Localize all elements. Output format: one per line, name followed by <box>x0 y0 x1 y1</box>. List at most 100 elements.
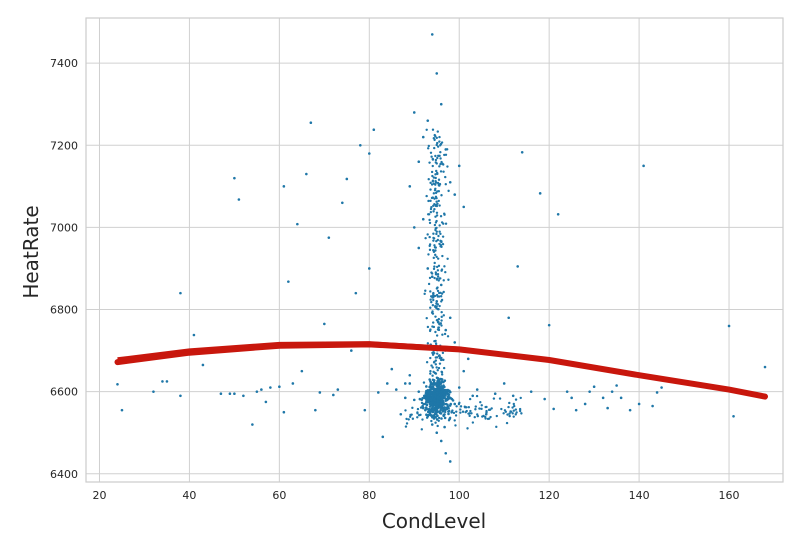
fit-curve <box>114 341 768 400</box>
data-point <box>437 366 441 370</box>
data-point <box>556 212 560 216</box>
data-point <box>432 379 436 382</box>
data-point <box>434 195 438 199</box>
data-point <box>417 246 421 250</box>
data-point <box>354 291 358 295</box>
data-point <box>327 236 331 239</box>
data-point <box>437 383 441 386</box>
data-point <box>431 157 434 161</box>
data-point <box>433 265 436 268</box>
fit-line <box>117 341 766 399</box>
data-point <box>440 221 444 224</box>
data-point <box>642 164 645 168</box>
data-point <box>445 148 449 151</box>
data-point <box>464 410 467 414</box>
data-point <box>447 419 451 422</box>
data-point <box>426 400 430 404</box>
data-point <box>592 385 596 389</box>
data-point <box>476 413 479 416</box>
data-point <box>434 135 437 138</box>
x-tick-labels: 20 40 60 80 100 120 140 160 <box>92 489 739 502</box>
data-point <box>405 417 408 421</box>
data-point <box>511 412 514 415</box>
gridlines <box>86 18 783 482</box>
data-point <box>420 428 424 431</box>
data-point <box>405 422 409 425</box>
data-point <box>435 278 439 281</box>
data-point <box>345 177 349 181</box>
data-point <box>120 408 124 412</box>
data-point <box>407 418 410 421</box>
data-point <box>433 294 437 298</box>
data-point <box>438 230 441 233</box>
data-point <box>429 295 433 298</box>
data-point <box>444 399 448 402</box>
y-axis-title: HeatRate <box>19 205 43 298</box>
data-point <box>432 370 435 374</box>
data-point <box>441 388 445 392</box>
data-point <box>437 416 441 420</box>
data-point <box>425 361 429 364</box>
data-point <box>179 394 182 398</box>
data-point <box>426 410 430 414</box>
data-point <box>201 363 205 367</box>
data-point <box>498 397 502 400</box>
data-point <box>435 334 439 337</box>
data-point <box>435 255 438 259</box>
data-point <box>427 199 430 203</box>
data-point <box>444 222 448 225</box>
data-point <box>435 214 439 217</box>
data-point <box>421 135 425 139</box>
data-point <box>416 416 419 419</box>
data-point <box>432 391 435 394</box>
data-point <box>439 283 443 287</box>
data-point <box>421 404 424 408</box>
data-point <box>435 162 438 165</box>
data-point <box>459 408 462 411</box>
data-point <box>432 361 436 364</box>
data-point <box>439 295 443 298</box>
data-point <box>438 304 441 308</box>
data-point <box>436 286 439 289</box>
data-point <box>421 217 425 221</box>
data-point <box>435 169 438 173</box>
data-point <box>433 399 437 402</box>
data-point <box>436 399 439 402</box>
data-point <box>441 333 444 336</box>
data-point <box>430 300 433 304</box>
data-point <box>435 300 439 303</box>
data-point <box>412 398 416 402</box>
data-point <box>436 407 439 410</box>
data-point <box>432 267 436 271</box>
data-point <box>419 406 423 409</box>
data-point <box>399 412 403 416</box>
data-point <box>457 386 461 389</box>
data-point <box>430 155 433 158</box>
data-point <box>436 190 439 193</box>
data-point <box>615 384 618 387</box>
data-point <box>432 232 435 235</box>
data-point <box>434 330 437 334</box>
data-point <box>452 411 456 415</box>
data-point <box>513 404 516 408</box>
data-point <box>434 363 438 366</box>
data-point <box>439 215 443 218</box>
data-point <box>260 388 263 391</box>
data-point <box>429 306 432 309</box>
data-point <box>446 335 450 338</box>
data-point <box>461 410 465 413</box>
data-point <box>440 160 443 164</box>
data-point <box>433 394 437 398</box>
data-point <box>433 276 436 280</box>
data-point <box>409 413 412 417</box>
data-point <box>428 276 432 280</box>
data-point <box>435 72 439 75</box>
data-point <box>435 226 438 230</box>
data-point <box>434 305 437 308</box>
data-point <box>430 271 433 274</box>
data-point <box>436 272 440 276</box>
data-point <box>411 406 414 410</box>
data-point <box>490 407 493 410</box>
scatter-points <box>116 33 767 463</box>
data-point <box>438 204 441 207</box>
